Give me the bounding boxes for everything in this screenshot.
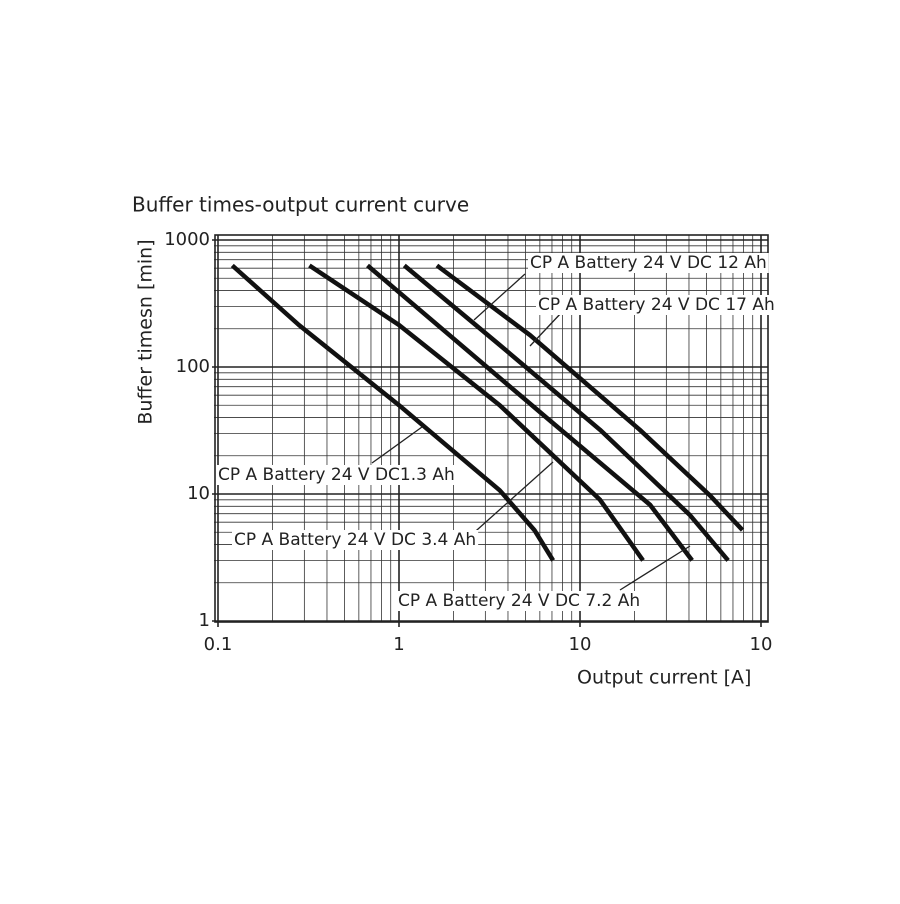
chart-title: Buffer times-output current curve xyxy=(132,193,469,217)
curve xyxy=(402,263,730,562)
x-tick-label: 0.1 xyxy=(204,634,233,655)
leader-line xyxy=(371,426,423,464)
plot-frame xyxy=(214,234,769,623)
x-axis-label: Output current [A] xyxy=(577,667,751,689)
label-background xyxy=(536,295,777,315)
series-label: CP A Battery 24 V DC 7.2 Ah xyxy=(398,591,640,611)
label-background xyxy=(216,465,457,485)
curve xyxy=(366,263,694,562)
label-background xyxy=(528,253,769,273)
x-tick-label: 1 xyxy=(393,634,404,655)
label-background xyxy=(232,530,479,550)
leader-line xyxy=(473,273,526,321)
x-tick-label: 10 xyxy=(750,634,773,655)
leader-line xyxy=(467,461,554,539)
x-tick-label: 10 xyxy=(569,634,592,655)
y-tick-label: 10 xyxy=(187,483,210,504)
leader-line xyxy=(529,311,563,347)
y-tick-label: 1 xyxy=(199,610,210,631)
label-background xyxy=(396,591,643,611)
series-label: CP A Battery 24 V DC1.3 Ah xyxy=(218,465,455,485)
series-label: CP A Battery 24 V DC 3.4 Ah xyxy=(234,530,476,550)
series-label: CP A Battery 24 V DC 12 Ah xyxy=(530,253,767,273)
curve xyxy=(435,263,745,532)
leader-line xyxy=(619,545,691,591)
y-axis-label: Buffer timesn [min] xyxy=(135,239,157,424)
curve xyxy=(230,263,556,562)
curve xyxy=(308,263,645,562)
y-tick-label: 1000 xyxy=(164,229,210,250)
series-label: CP A Battery 24 V DC 17 Ah xyxy=(538,295,775,315)
y-tick-label: 100 xyxy=(176,356,210,377)
